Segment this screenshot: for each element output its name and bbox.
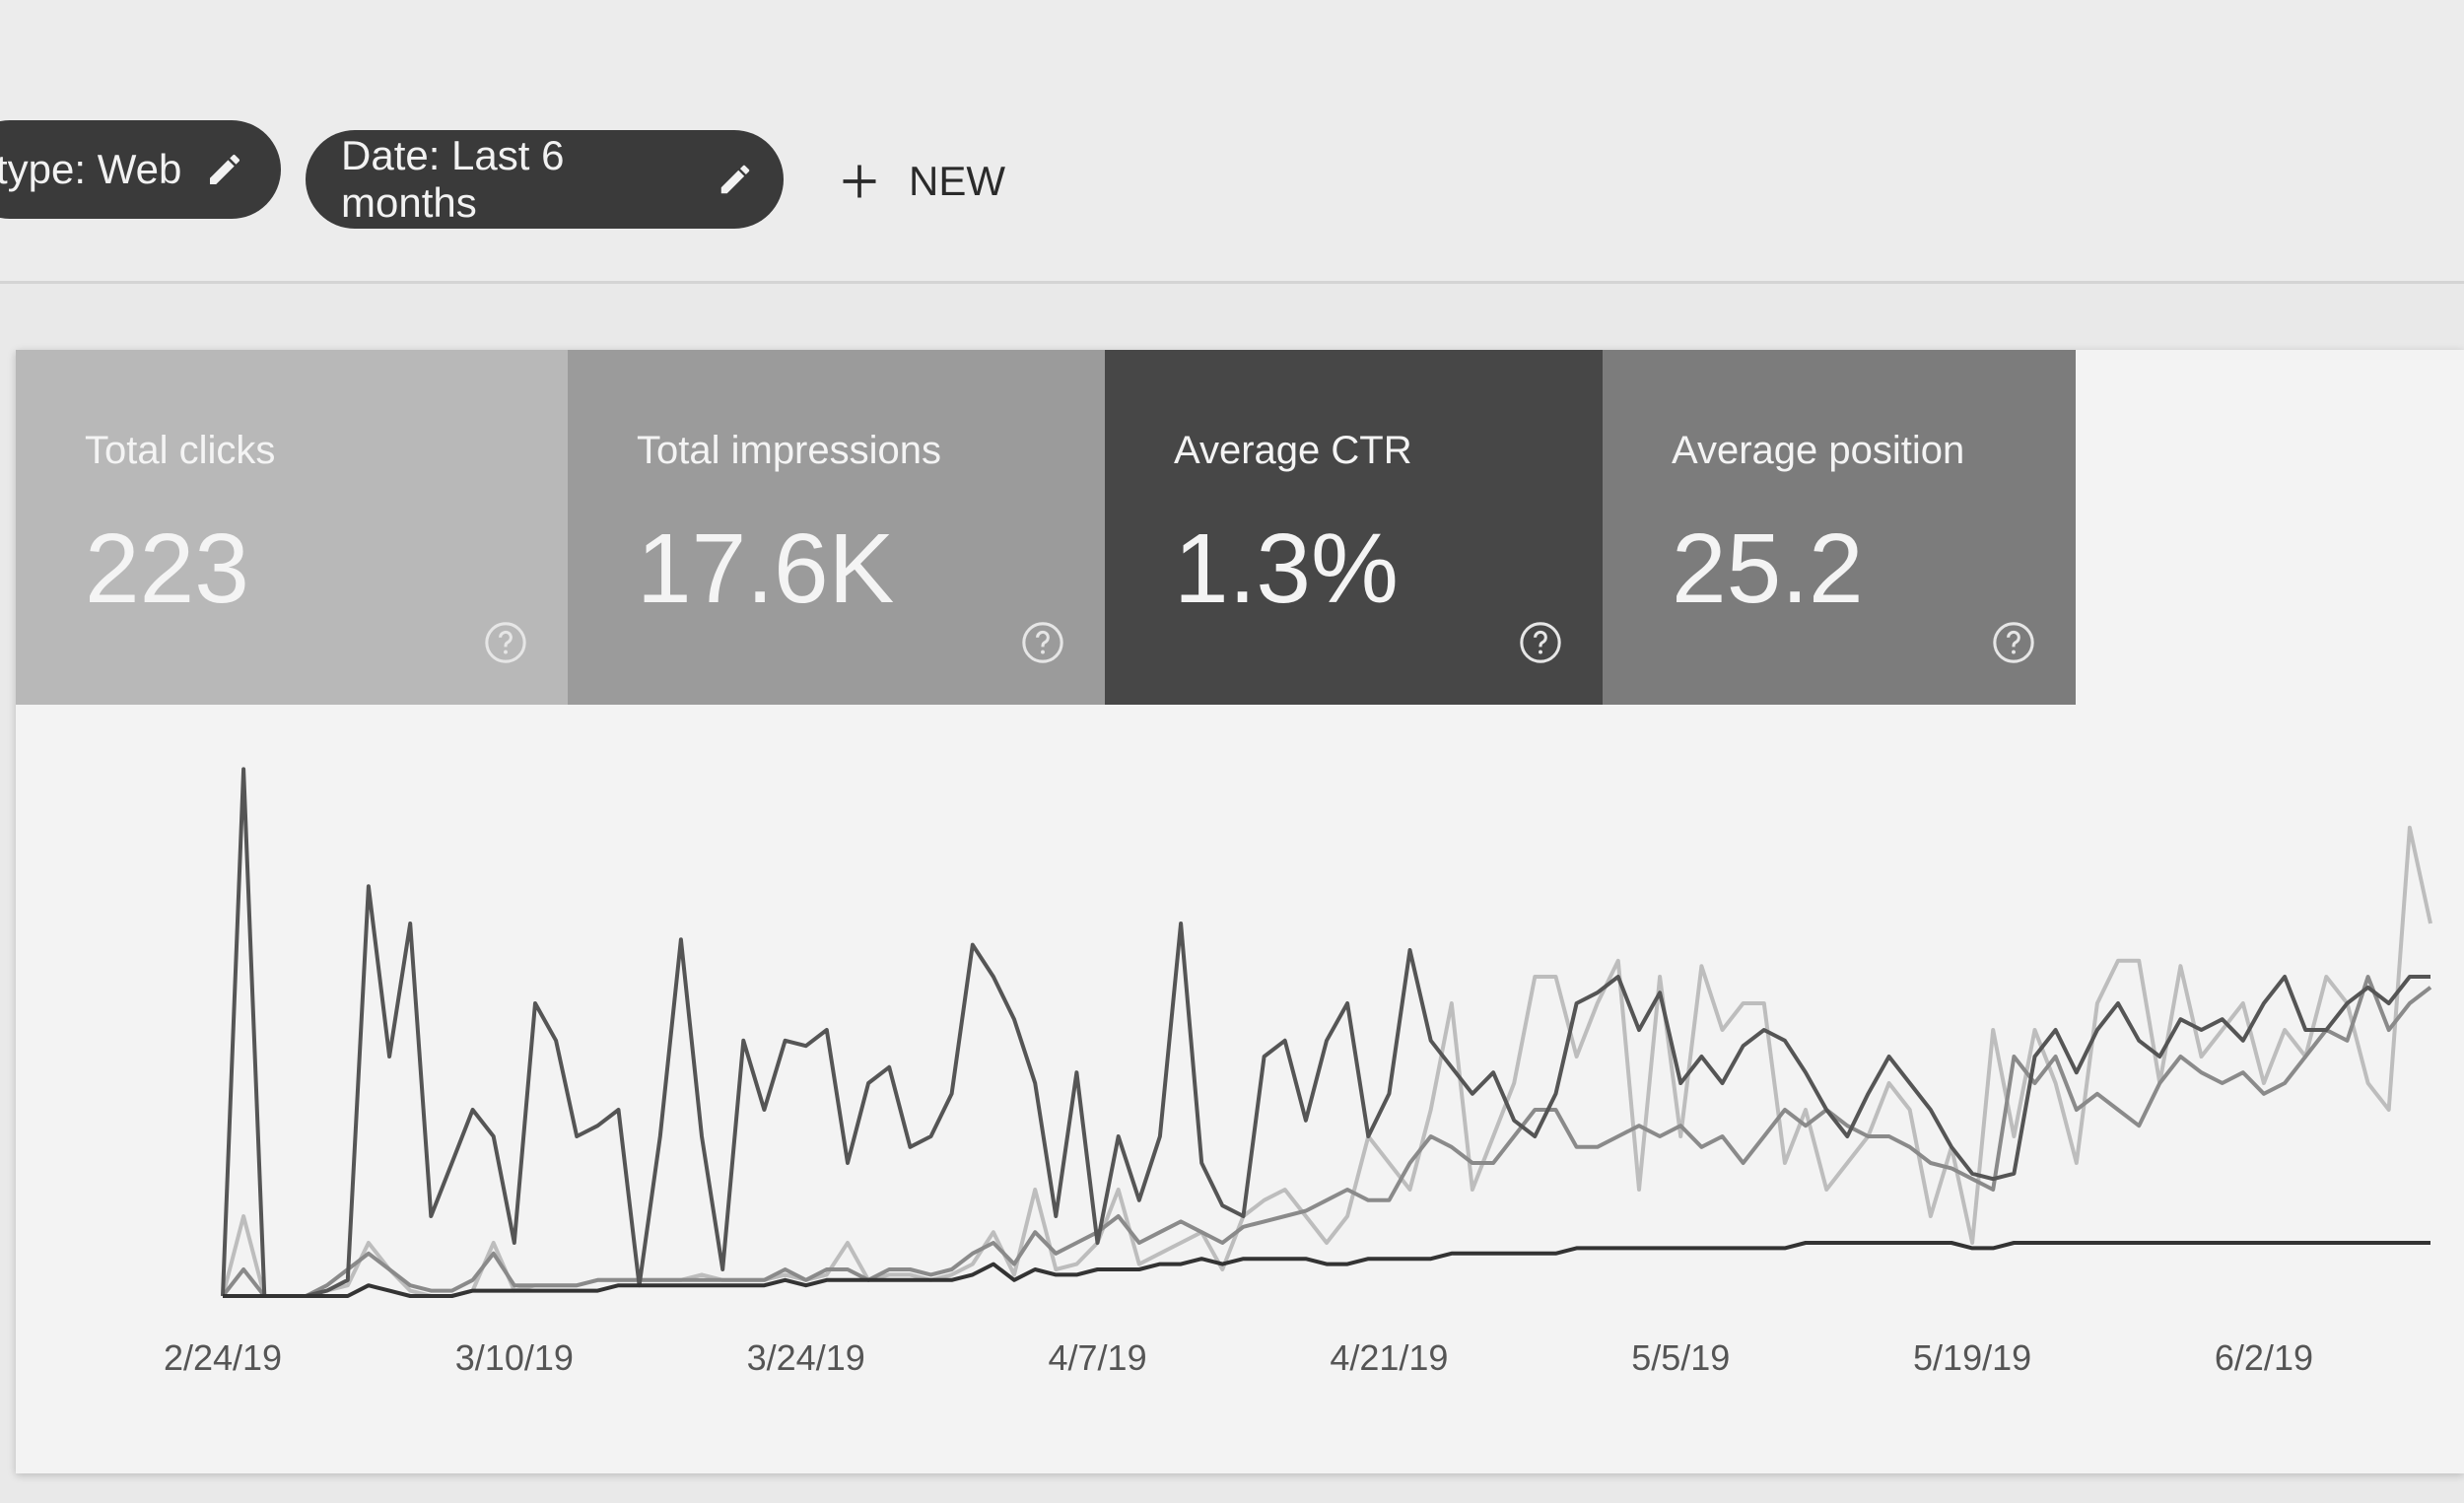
x-tick-label: 5/5/19 <box>1631 1337 1730 1378</box>
button-label: NEW <box>909 158 1005 204</box>
metric-card[interactable]: Average CTR 1.3% <box>1105 350 1603 705</box>
x-tick-label: 5/19/19 <box>1913 1337 2031 1378</box>
plus-icon <box>843 165 876 198</box>
metric-card[interactable]: Total impressions 17.6K <box>568 350 1105 705</box>
metric-label: Average CTR <box>1174 429 1412 472</box>
x-tick-label: 4/21/19 <box>1330 1337 1448 1378</box>
performance-panel: Total clicks 223 Total impressions 17.6K… <box>16 350 2464 1473</box>
help-icon <box>1022 622 1063 663</box>
help-icon <box>1993 622 2034 663</box>
performance-chart: 2/24/19 3/10/19 3/24/19 4/7/19 4/21/19 5/5/19… <box>164 767 2432 1378</box>
metric-card[interactable]: Average position 25.2 <box>1603 350 2076 705</box>
chip-label: Date: Last 6 months <box>341 132 565 226</box>
filter-chip[interactable]: Date: Last 6 months <box>306 130 784 229</box>
chip-label: type: Web <box>0 146 182 192</box>
x-tick-label: 2/24/19 <box>164 1337 282 1378</box>
x-tick-label: 4/7/19 <box>1049 1337 1147 1378</box>
metric-label: Total impressions <box>637 429 942 472</box>
help-icon <box>1520 622 1561 663</box>
metric-label: Average position <box>1672 429 1965 472</box>
x-tick-label: 3/10/19 <box>455 1337 574 1378</box>
edit-icon <box>720 165 750 194</box>
filter-bar: type: Web Date: Last 6 months NEW <box>0 0 2464 284</box>
metric-value: 1.3% <box>1174 513 1399 624</box>
edit-icon <box>210 154 240 184</box>
metric-value: 17.6K <box>637 513 895 624</box>
filter-chip[interactable]: type: Web <box>0 120 281 219</box>
new-filter-button[interactable]: NEW <box>838 158 1005 205</box>
metric-value: 223 <box>85 513 249 624</box>
data-line <box>221 975 2432 1298</box>
metric-label: Total clicks <box>85 429 276 472</box>
metric-card[interactable]: Total clicks 223 <box>16 350 568 705</box>
data-line <box>223 1241 2430 1298</box>
x-tick-label: 6/2/19 <box>2215 1337 2313 1378</box>
data-line <box>221 825 2432 1298</box>
x-tick-label: 3/24/19 <box>747 1337 865 1378</box>
data-line <box>221 767 2430 1298</box>
metric-value: 25.2 <box>1672 513 1864 624</box>
help-icon <box>485 622 526 663</box>
